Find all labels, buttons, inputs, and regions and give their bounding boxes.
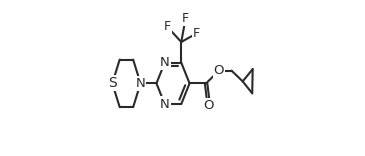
Text: O: O [214,64,224,77]
Text: F: F [193,27,200,40]
Text: S: S [108,76,117,90]
Text: N: N [160,56,170,69]
Text: F: F [164,20,171,33]
Text: N: N [136,77,145,90]
Text: F: F [182,12,189,25]
Text: N: N [160,98,170,111]
Text: O: O [204,99,214,112]
